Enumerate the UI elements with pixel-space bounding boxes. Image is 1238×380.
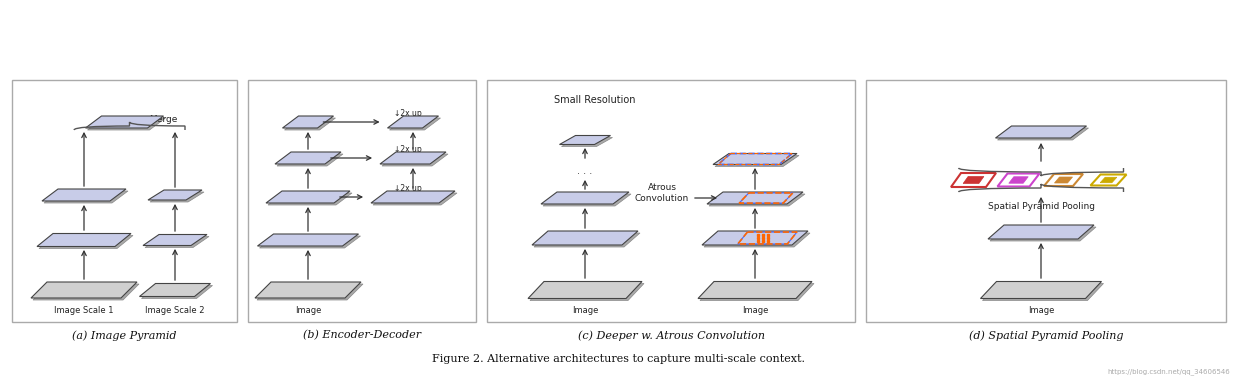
- Polygon shape: [45, 191, 128, 203]
- Text: Image: Image: [572, 306, 598, 315]
- Polygon shape: [527, 282, 643, 299]
- Text: . . .: . . .: [577, 166, 593, 176]
- Polygon shape: [390, 118, 441, 130]
- Text: ↓2x up: ↓2x up: [394, 145, 422, 154]
- Polygon shape: [85, 116, 163, 128]
- Polygon shape: [267, 193, 352, 205]
- Polygon shape: [988, 225, 1094, 239]
- Bar: [12, 80, 236, 322]
- Polygon shape: [534, 233, 640, 247]
- Polygon shape: [255, 282, 361, 298]
- Polygon shape: [387, 116, 438, 128]
- Text: Image: Image: [742, 306, 769, 315]
- Polygon shape: [141, 285, 213, 299]
- Polygon shape: [277, 154, 343, 166]
- Polygon shape: [380, 152, 446, 164]
- Text: Figure 2. Alternative architectures to capture multi-scale context.: Figure 2. Alternative architectures to c…: [432, 354, 806, 364]
- Polygon shape: [532, 231, 638, 245]
- Polygon shape: [150, 192, 204, 202]
- Polygon shape: [716, 155, 799, 166]
- Polygon shape: [998, 128, 1088, 140]
- Polygon shape: [266, 191, 350, 203]
- Polygon shape: [702, 231, 808, 245]
- Polygon shape: [562, 138, 613, 147]
- Polygon shape: [258, 284, 363, 300]
- Polygon shape: [1101, 177, 1117, 183]
- Polygon shape: [698, 282, 812, 299]
- Polygon shape: [260, 236, 360, 248]
- Polygon shape: [145, 236, 209, 247]
- Text: ↓2x up: ↓2x up: [394, 109, 422, 118]
- Polygon shape: [699, 283, 815, 301]
- Text: Image: Image: [1028, 306, 1055, 315]
- Polygon shape: [373, 193, 457, 205]
- Polygon shape: [1055, 177, 1072, 183]
- Polygon shape: [37, 233, 131, 247]
- Text: https://blog.csdn.net/qq_34606546: https://blog.csdn.net/qq_34606546: [1107, 368, 1231, 375]
- Text: (c) Deeper w. Atrous Convolution: (c) Deeper w. Atrous Convolution: [577, 330, 765, 340]
- Polygon shape: [144, 234, 207, 245]
- Polygon shape: [560, 136, 610, 144]
- Polygon shape: [980, 282, 1102, 299]
- Polygon shape: [31, 282, 137, 298]
- Polygon shape: [983, 283, 1103, 301]
- Polygon shape: [951, 173, 997, 187]
- Text: Atrous
Convolution: Atrous Convolution: [635, 183, 690, 203]
- Polygon shape: [963, 176, 984, 184]
- Bar: [248, 80, 475, 322]
- Text: (a) Image Pyramid: (a) Image Pyramid: [72, 330, 177, 340]
- Text: Image Scale 1: Image Scale 1: [54, 306, 114, 315]
- Polygon shape: [275, 152, 340, 164]
- Text: (b) Encoder-Decoder: (b) Encoder-Decoder: [303, 330, 421, 340]
- Polygon shape: [998, 174, 1040, 187]
- Text: Image: Image: [295, 306, 321, 315]
- Polygon shape: [990, 227, 1096, 241]
- Text: Spatial Pyramid Pooling: Spatial Pyramid Pooling: [988, 202, 1094, 211]
- Text: Image Scale 2: Image Scale 2: [145, 306, 204, 315]
- Polygon shape: [1009, 177, 1029, 183]
- Polygon shape: [1091, 174, 1127, 185]
- Polygon shape: [995, 126, 1087, 138]
- Polygon shape: [33, 284, 139, 300]
- Polygon shape: [709, 194, 805, 206]
- Polygon shape: [541, 192, 629, 204]
- Polygon shape: [140, 283, 210, 296]
- Text: (d) Spatial Pyramid Pooling: (d) Spatial Pyramid Pooling: [969, 330, 1123, 340]
- Bar: [487, 80, 855, 322]
- Polygon shape: [258, 234, 359, 246]
- Polygon shape: [285, 118, 335, 130]
- Polygon shape: [704, 233, 810, 247]
- Polygon shape: [1044, 174, 1083, 186]
- Polygon shape: [42, 189, 126, 201]
- Polygon shape: [530, 283, 644, 301]
- Text: Merge: Merge: [150, 116, 178, 125]
- Polygon shape: [40, 236, 132, 249]
- Polygon shape: [383, 154, 448, 166]
- Polygon shape: [149, 190, 202, 200]
- Bar: [867, 80, 1226, 322]
- Polygon shape: [371, 191, 456, 203]
- Polygon shape: [88, 118, 166, 130]
- Polygon shape: [713, 154, 797, 165]
- Text: ↓2x up: ↓2x up: [394, 184, 422, 193]
- Polygon shape: [707, 192, 803, 204]
- Text: Small Resolution: Small Resolution: [555, 95, 636, 105]
- Polygon shape: [543, 194, 631, 206]
- Polygon shape: [282, 116, 333, 128]
